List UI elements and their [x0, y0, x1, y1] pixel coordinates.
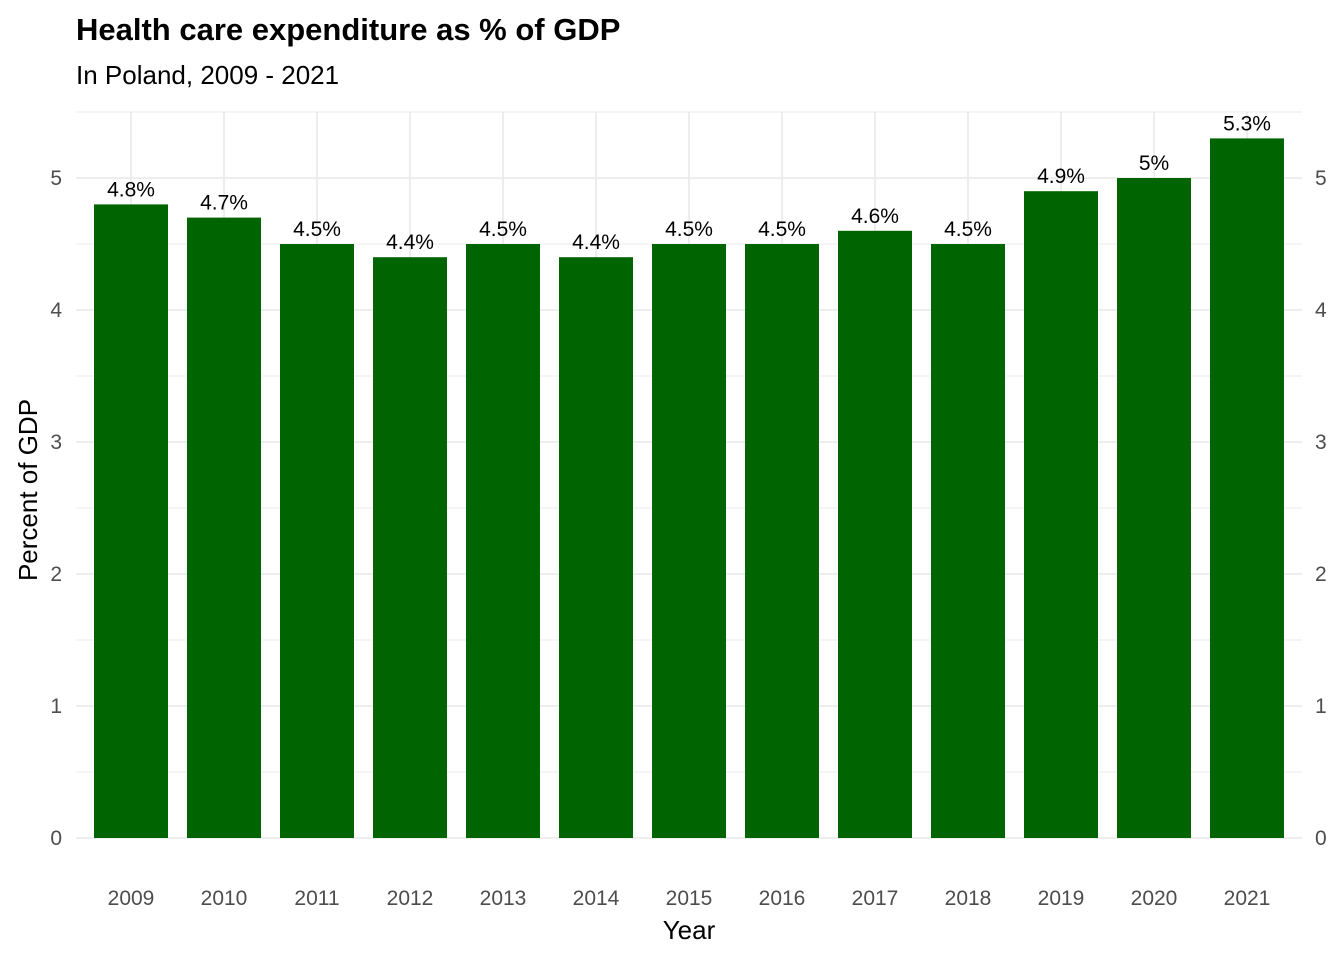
x-tick-label-2009: 2009	[108, 887, 155, 910]
chart-title: Health care expenditure as % of GDP	[76, 12, 621, 47]
x-tick-label-2012: 2012	[387, 887, 434, 910]
x-axis-title: Year	[663, 915, 716, 945]
chart-subtitle: In Poland, 2009 - 2021	[76, 60, 340, 90]
bar-2012	[373, 257, 447, 838]
y-tick-label-left: 4	[50, 299, 62, 322]
bar-value-label-2019: 4.9%	[1037, 165, 1085, 188]
bar-value-label-2011: 4.5%	[293, 218, 341, 241]
x-tick-label-2013: 2013	[480, 887, 527, 910]
y-tick-label-left: 1	[50, 695, 62, 718]
x-tick-label-2016: 2016	[759, 887, 806, 910]
bar-value-labels: 4.8% 4.7% 4.5% 4.4% 4.5% 4.4% 4.5% 4.5% 4.6% 4.5%…	[107, 112, 1271, 254]
bar-2017	[838, 230, 912, 839]
bar-value-label-2020: 5%	[1139, 152, 1169, 175]
bar-value-label-2009: 4.8%	[107, 178, 155, 201]
x-axis-ticks: 2009 2010 2011 2012 2013 2014 2015 2016 2017 2018…	[108, 887, 1271, 910]
bar-2011	[280, 244, 354, 838]
y-tick-label-right: 1	[1315, 695, 1327, 718]
bar-2013	[466, 244, 540, 838]
bar-value-label-2015: 4.5%	[665, 218, 713, 241]
bars	[94, 138, 1284, 839]
bar-value-label-2016: 4.5%	[758, 218, 806, 241]
bar-value-label-2018: 4.5%	[944, 218, 992, 241]
y-axis-right-ticks: 0 1 2 3 4 5	[1315, 167, 1327, 850]
y-tick-label-right: 4	[1315, 299, 1327, 322]
x-tick-label-2020: 2020	[1131, 887, 1178, 910]
bar-value-label-2014: 4.4%	[572, 231, 620, 254]
x-tick-label-2021: 2021	[1224, 887, 1271, 910]
x-tick-label-2014: 2014	[573, 887, 620, 910]
x-tick-label-2010: 2010	[201, 887, 248, 910]
x-tick-label-2018: 2018	[945, 887, 992, 910]
bar-value-label-2013: 4.5%	[479, 218, 527, 241]
y-tick-label-right: 0	[1315, 827, 1327, 850]
bar-value-label-2010: 4.7%	[200, 192, 248, 215]
bar-2018	[931, 244, 1005, 838]
x-tick-label-2011: 2011	[294, 887, 339, 910]
y-tick-label-left: 5	[50, 167, 62, 190]
bar-2016	[745, 244, 819, 838]
bar-2015	[652, 244, 726, 838]
y-axis-left-ticks: 0 1 2 3 4 5	[50, 167, 62, 850]
x-tick-label-2017: 2017	[852, 887, 899, 910]
x-tick-label-2015: 2015	[666, 887, 713, 910]
y-tick-label-right: 2	[1315, 563, 1327, 586]
y-tick-label-left: 0	[50, 827, 62, 850]
bar-2021	[1210, 138, 1284, 838]
bar-2009	[94, 204, 168, 838]
x-tick-label-2019: 2019	[1038, 887, 1085, 910]
y-tick-label-right: 5	[1315, 167, 1327, 190]
y-tick-label-left: 2	[50, 563, 62, 586]
bar-value-label-2017: 4.6%	[851, 205, 899, 228]
bar-2014	[559, 257, 633, 838]
bar-2020	[1117, 178, 1191, 838]
y-tick-label-right: 3	[1315, 431, 1327, 454]
y-tick-label-left: 3	[50, 431, 62, 454]
bar-value-label-2021: 5.3%	[1223, 112, 1271, 135]
bar-value-label-2012: 4.4%	[386, 231, 434, 254]
bar-2010	[187, 217, 261, 839]
y-axis-title: Percent of GDP	[13, 399, 43, 581]
bar-2019	[1024, 191, 1098, 838]
